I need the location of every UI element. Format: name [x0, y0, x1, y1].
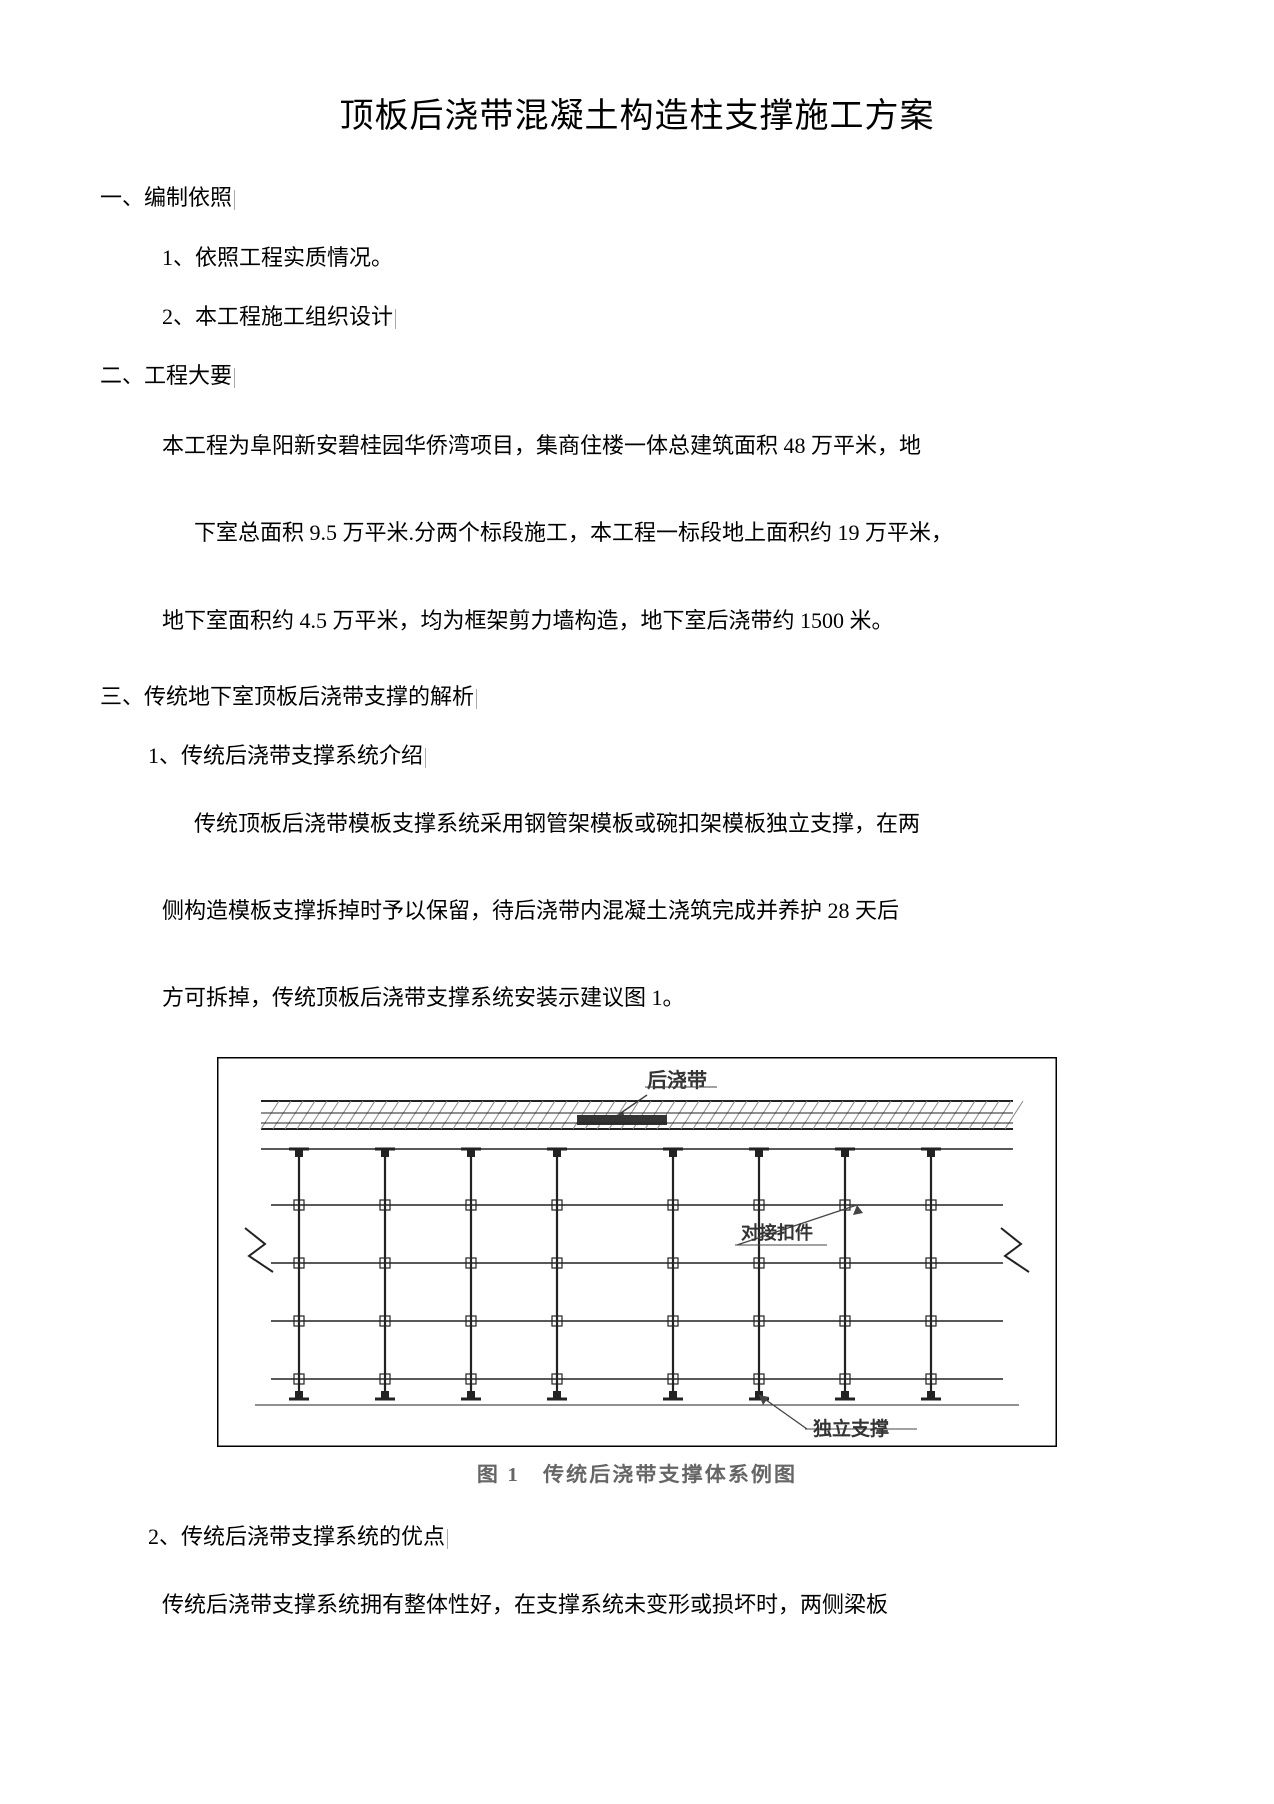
section-1-item-1: 1、依照工程实质情况。 [100, 240, 1174, 275]
section-3-sub2-para-1: 传统后浇带支撑系统拥有整体性好，在支撑系统未变形或损坏时，两侧梁板 [100, 1576, 1174, 1633]
figure-1: 后浇带对接扣件独立支撑 图 1 传统后浇带支撑体系例图 [217, 1057, 1057, 1491]
svg-text:对接扣件: 对接扣件 [741, 1222, 813, 1243]
section-2-heading: 二、工程大要 [100, 358, 1174, 393]
section-3-sub1-para-2: 侧构造模板支撑拆掉时予以保留，待后浇带内混凝土浇筑完成并养护 28 天后 [100, 882, 1174, 939]
figure-1-caption: 图 1 传统后浇带支撑体系例图 [196, 1459, 1078, 1491]
section-1-heading: 一、编制依照 [100, 180, 1174, 215]
caret-icon [234, 368, 235, 388]
section-1-item-2: 2、本工程施工组织设计 [100, 299, 1174, 334]
section-3-sub1-para-1: 传统顶板后浇带模板支撑系统采用钢管架模板或碗扣架模板独立支撑，在两 [100, 795, 1174, 852]
caret-icon [447, 1529, 448, 1549]
figure-1-diagram: 后浇带对接扣件独立支撑 [217, 1057, 1057, 1447]
section-3-sub1-heading: 1、传统后浇带支撑系统介绍 [100, 738, 1174, 773]
caret-icon [425, 748, 426, 768]
svg-text:后浇带: 后浇带 [647, 1069, 707, 1092]
caret-icon [476, 689, 477, 709]
svg-text:独立支撑: 独立支撑 [813, 1417, 889, 1440]
section-1-item-2-text: 2、本工程施工组织设计 [162, 304, 393, 329]
section-3-heading-text: 三、传统地下室顶板后浇带支撑的解析 [100, 684, 474, 709]
section-3-sub1-para-3: 方可拆掉，传统顶板后浇带支撑系统安装示建议图 1。 [100, 969, 1174, 1026]
section-2-para-1: 本工程为阜阳新安碧桂园华侨湾项目，集商住楼一体总建筑面积 48 万平米，地 [100, 417, 1174, 474]
section-2-para-2: 下室总面积 9.5 万平米.分两个标段施工，本工程一标段地上面积约 19 万平米… [100, 504, 1174, 561]
section-2-heading-text: 二、工程大要 [100, 363, 232, 388]
section-1-heading-text: 一、编制依照 [100, 185, 232, 210]
page-title: 顶板后浇带混凝土构造柱支撑施工方案 [100, 90, 1174, 144]
section-3-sub2-heading-text: 2、传统后浇带支撑系统的优点 [148, 1524, 445, 1549]
section-3-sub2-heading: 2、传统后浇带支撑系统的优点 [100, 1519, 1174, 1554]
section-2-para-3: 地下室面积约 4.5 万平米，均为框架剪力墙构造，地下室后浇带约 1500 米。 [100, 592, 1174, 649]
section-3-sub1-heading-text: 1、传统后浇带支撑系统介绍 [148, 743, 423, 768]
caret-icon [395, 309, 396, 329]
caret-icon [234, 190, 235, 210]
section-3-heading: 三、传统地下室顶板后浇带支撑的解析 [100, 679, 1174, 714]
